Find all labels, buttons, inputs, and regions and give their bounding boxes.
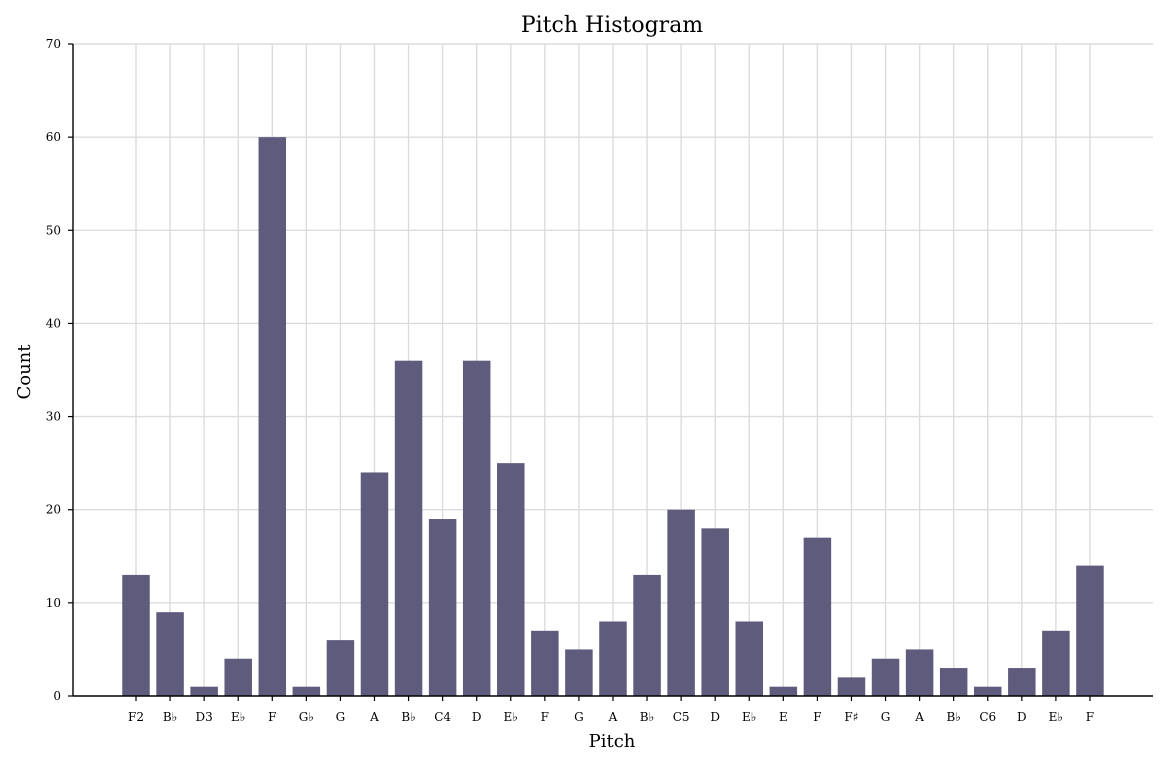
x-tick-label: B♭ — [946, 710, 960, 724]
bar — [1076, 565, 1104, 696]
bar — [939, 668, 968, 696]
y-tick-label: 50 — [46, 223, 61, 237]
bar — [701, 528, 729, 696]
bar — [565, 649, 593, 696]
x-tick-label: E♭ — [231, 710, 245, 724]
x-tick-label: E♭ — [504, 710, 518, 724]
x-tick-label: G — [336, 710, 346, 724]
bar — [633, 574, 661, 696]
bar — [667, 509, 695, 696]
bar — [326, 640, 355, 696]
x-tick-label: C4 — [434, 710, 451, 724]
x-axis-label: Pitch — [589, 731, 636, 752]
y-tick-label: 70 — [46, 37, 61, 51]
x-tick-label: B♭ — [401, 710, 415, 724]
bar — [735, 621, 764, 696]
bar — [122, 574, 150, 696]
bar — [803, 537, 832, 696]
x-tick-label: D — [1017, 710, 1027, 724]
bar — [974, 686, 1002, 696]
bar — [462, 360, 491, 696]
x-tick-label: F — [268, 710, 276, 724]
bar — [224, 658, 252, 696]
x-tick-label: C5 — [673, 710, 690, 724]
y-tick-label: 0 — [53, 689, 61, 703]
bar — [428, 519, 457, 696]
bar — [360, 472, 389, 696]
bar — [905, 649, 934, 696]
y-axis-ticks: 0 10 20 30 40 50 60 70 — [46, 37, 73, 703]
x-tick-label: D — [710, 710, 720, 724]
bar — [258, 137, 287, 697]
bar — [497, 463, 525, 696]
x-tick-label: G — [574, 710, 584, 724]
bar — [837, 677, 866, 696]
x-tick-label: G — [881, 710, 891, 724]
x-tick-label: D — [472, 710, 482, 724]
bar — [394, 360, 423, 696]
x-tick-label: E♭ — [1049, 710, 1063, 724]
x-tick-label: A — [608, 710, 618, 724]
y-tick-label: 40 — [46, 316, 61, 330]
x-tick-label: A — [914, 710, 924, 724]
bar — [599, 621, 627, 696]
x-tick-label: F♯ — [844, 710, 858, 724]
y-axis-label: Count — [14, 344, 35, 400]
x-tick-label: G♭ — [299, 710, 314, 724]
x-tick-label: F2 — [128, 710, 144, 724]
x-tick-label: B♭ — [640, 710, 654, 724]
x-tick-label: F — [813, 710, 821, 724]
bar — [769, 686, 798, 696]
chart-title: Pitch Histogram — [521, 13, 703, 38]
x-tick-label: F — [541, 710, 549, 724]
grid-lines — [73, 43, 1153, 696]
x-tick-label: E♭ — [742, 710, 756, 724]
y-tick-label: 30 — [46, 410, 61, 424]
y-tick-label: 60 — [46, 130, 61, 144]
x-tick-label: E — [779, 710, 788, 724]
bars — [122, 137, 1104, 697]
x-tick-label: B♭ — [163, 710, 177, 724]
bar — [1042, 630, 1070, 696]
y-tick-label: 20 — [46, 503, 61, 517]
bar — [1008, 668, 1036, 696]
bar — [292, 686, 321, 696]
x-axis-ticks: F2 B♭ D3 E♭ F G♭ G A B♭ C4 D E♭ F G A B♭ C5 D E♭ E F F♯ G A B♭ C6… — [128, 696, 1094, 724]
x-tick-label: D3 — [196, 710, 213, 724]
bar — [156, 612, 184, 696]
x-tick-label: F — [1086, 710, 1094, 724]
bar — [531, 630, 559, 696]
bar — [190, 686, 218, 696]
x-tick-label: C6 — [979, 710, 996, 724]
y-tick-label: 10 — [46, 596, 61, 610]
x-tick-label: A — [369, 710, 379, 724]
bar — [871, 658, 900, 696]
